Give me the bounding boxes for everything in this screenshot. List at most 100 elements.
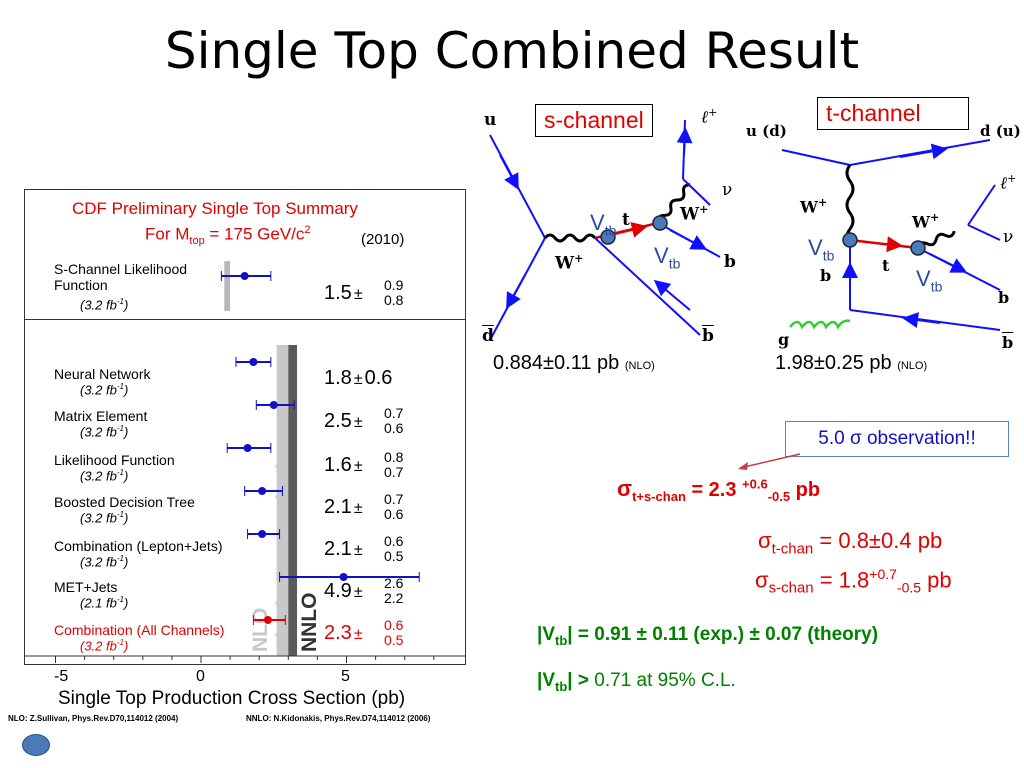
channel-value: 2.3 ±: [324, 622, 363, 644]
channel-name: Combination (Lepton+Jets): [54, 538, 223, 554]
channel-name: MET+Jets: [54, 579, 118, 595]
error-plus: 0.7: [384, 405, 404, 421]
error-plus: 2.6: [384, 575, 404, 591]
particle-label: ν: [722, 180, 733, 200]
plot-subtitle: For Mtop = 175 GeV/c2: [145, 224, 311, 248]
particle-label: u: [484, 110, 497, 130]
vtb-limit: |Vtb| > 0.71 at 95% C.L.: [537, 670, 736, 694]
channel-value: 1.8 ±0.6: [324, 367, 393, 389]
callout-pointer: [738, 453, 801, 470]
data-point: [258, 530, 267, 538]
channel-luminosity: (3.2 fb-1): [80, 554, 129, 570]
t-channel-diagram: [781, 139, 1001, 331]
particle-label: b: [724, 252, 736, 272]
vtb-vertex-label: Vtb: [654, 243, 681, 272]
channel-luminosity: (2.1 fb-1): [80, 595, 129, 611]
particle-label: ℓ+: [701, 106, 718, 128]
data-point: [269, 401, 278, 409]
s-channel-diagram: [489, 119, 721, 341]
data-point: [263, 616, 272, 624]
particle-label: W+: [680, 203, 709, 225]
data-point: [243, 444, 252, 452]
channel-name: Matrix Element: [54, 408, 148, 424]
error-minus: 0.5: [384, 548, 404, 564]
particle-label: ℓ+: [1000, 172, 1017, 194]
channel-value: 4.9 ±: [324, 580, 363, 602]
vtb-vertex-label: Vtb: [916, 266, 943, 295]
channel-name: Likelihood Function: [54, 452, 175, 468]
particle-label: g: [778, 330, 790, 349]
x-tick-label: -5: [54, 668, 69, 685]
data-point: [339, 573, 348, 581]
particle-label: W+: [800, 196, 828, 217]
error-minus: 0.5: [384, 632, 404, 648]
error-minus: 0.6: [384, 420, 404, 436]
plot-year: (2010): [361, 231, 405, 248]
error-minus: 0.7: [384, 464, 404, 480]
x-axis-label: Single Top Production Cross Section (pb): [58, 688, 406, 709]
channel-luminosity: (3.2 fb-1): [80, 638, 129, 654]
vtb-measurement: |Vtb| = 0.91 ± 0.11 (exp.) ± 0.07 (theor…: [537, 624, 879, 648]
particle-label: W+: [912, 211, 940, 232]
s-channel-measured: σs-chan = 1.8+0.7-0.5 pb: [755, 566, 952, 597]
t-channel-label: t-channel: [817, 97, 969, 130]
plot-title: CDF Preliminary Single Top Summary: [72, 199, 358, 218]
plot-divider: [24, 319, 466, 320]
channel-value: 2.1 ±: [324, 496, 363, 518]
plot-frame: [24, 189, 466, 665]
particle-label: u (d): [746, 122, 787, 140]
nlo-prediction-band: [276, 345, 289, 656]
t-channel-measured: σt-chan = 0.8±0.4 pb: [758, 528, 943, 558]
channel-luminosity: (3.2 fb-1): [80, 510, 129, 526]
channel-luminosity: (3.2 fb-1): [80, 468, 129, 484]
particle-label: b: [820, 266, 832, 285]
channel-name: Boosted Decision Tree: [54, 494, 195, 510]
s-channel-xsec: 0.884±0.11 pb (NLO): [493, 352, 655, 374]
channel-value: 1.6 ±: [324, 454, 363, 476]
slide-nav-button[interactable]: [22, 734, 50, 756]
x-tick-label: 0: [196, 668, 205, 685]
particle-label: t: [622, 210, 630, 230]
particle-label: d: [482, 326, 494, 346]
vtb-vertex-label: Vtb: [590, 210, 617, 239]
error-minus: 0.6: [384, 506, 404, 522]
error-minus: 2.2: [384, 590, 404, 606]
particle-label: d (u): [980, 122, 1021, 140]
combined-xsec: σt+s-chan = 2.3 +0.6-0.5 pb: [617, 476, 821, 504]
slide-title: Single Top Combined Result: [164, 22, 860, 80]
data-point: [258, 487, 267, 495]
channel-name: Combination (All Channels): [54, 622, 225, 638]
particle-label: t: [882, 256, 890, 275]
particle-label: b: [1002, 333, 1014, 352]
channel-value: 2.1 ±: [324, 538, 363, 560]
channel-value: 2.5 ±: [324, 410, 363, 432]
error-plus: 0.9: [384, 277, 404, 293]
channel-luminosity: (3.2 fb-1): [80, 424, 129, 440]
x-tick-label: 5: [341, 668, 350, 685]
error-minus: 0.8: [384, 292, 404, 308]
particle-label: W+: [555, 252, 584, 274]
channel-value: 1.5 ±: [324, 282, 363, 304]
nnlo-prediction-band: [288, 345, 298, 656]
t-channel-xsec: 1.98±0.25 pb (NLO): [775, 352, 928, 374]
particle-label: ν: [1003, 227, 1014, 247]
channel-luminosity: (3.2 fb-1): [80, 382, 129, 398]
data-point: [249, 358, 258, 366]
channel-name: Neural Network: [54, 366, 151, 382]
channel-luminosity: (3.2 fb-1): [80, 297, 129, 313]
error-plus: 0.8: [384, 449, 404, 465]
observation-callout: 5.0 σ observation!!: [785, 421, 1009, 457]
vtb-vertex-label: Vtb: [808, 235, 835, 264]
channel-name: S-Channel Likelihood Function: [54, 261, 188, 293]
schannel-prediction-band: [224, 261, 231, 311]
error-plus: 0.6: [384, 533, 404, 549]
particle-label: b: [998, 288, 1010, 307]
nlo-reference: NLO: Z.Sullivan, Phys.Rev.D70,114012 (20…: [8, 714, 179, 723]
nnlo-reference: NNLO: N.Kidonakis, Phys.Rev.D74,114012 (…: [246, 714, 431, 723]
error-plus: 0.7: [384, 491, 404, 507]
error-plus: 0.6: [384, 617, 404, 633]
data-point: [240, 272, 249, 280]
particle-label: b: [702, 326, 714, 346]
feynman-diagrams: [489, 119, 1001, 341]
